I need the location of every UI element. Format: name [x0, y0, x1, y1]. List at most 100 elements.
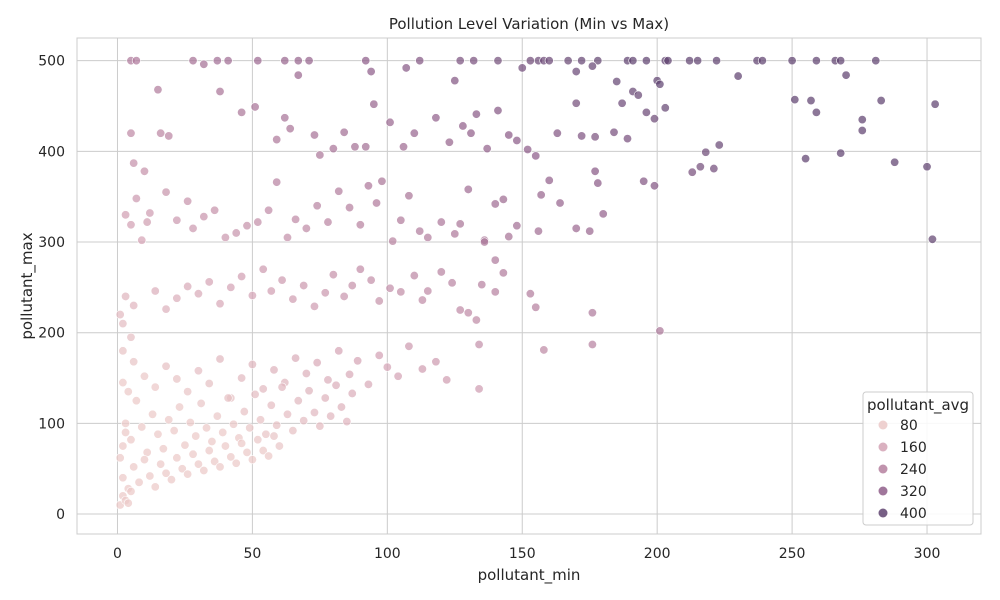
scatter-point — [696, 163, 704, 171]
scatter-point — [281, 56, 289, 64]
scatter-point — [127, 487, 135, 495]
scatter-point — [156, 460, 164, 468]
scatter-point — [148, 410, 156, 418]
scatter-point — [572, 67, 580, 75]
scatter-point — [194, 290, 202, 298]
scatter-point — [132, 56, 140, 64]
scatter-point — [532, 152, 540, 160]
scatter-point — [410, 129, 418, 137]
chart-title: Pollution Level Variation (Min vs Max) — [389, 15, 669, 33]
scatter-point — [129, 301, 137, 309]
scatter-point — [183, 470, 191, 478]
scatter-point — [205, 379, 213, 387]
scatter-point — [710, 164, 718, 172]
scatter-point — [329, 144, 337, 152]
scatter-point — [135, 478, 143, 486]
scatter-point — [491, 256, 499, 264]
scatter-point — [205, 446, 213, 454]
scatter-point — [623, 134, 631, 142]
scatter-point — [138, 236, 146, 244]
scatter-point — [807, 96, 815, 104]
scatter-point — [432, 114, 440, 122]
scatter-point — [836, 149, 844, 157]
scatter-point — [286, 124, 294, 132]
scatter-point — [165, 132, 173, 140]
scatter-point — [518, 64, 526, 72]
x-tick-label: 200 — [644, 546, 671, 562]
scatter-point — [127, 129, 135, 137]
scatter-point — [405, 342, 413, 350]
scatter-point — [564, 56, 572, 64]
scatter-point — [356, 265, 364, 273]
legend-label: 240 — [900, 462, 927, 478]
scatter-point — [324, 218, 332, 226]
scatter-point — [259, 385, 267, 393]
scatter-point — [356, 221, 364, 229]
scatter-point — [467, 129, 475, 137]
scatter-point — [221, 442, 229, 450]
scatter-point — [200, 60, 208, 68]
scatter-point — [294, 397, 302, 405]
scatter-point — [836, 56, 844, 64]
scatter-point — [491, 288, 499, 296]
scatter-point — [313, 202, 321, 210]
scatter-point — [526, 290, 534, 298]
scatter-point — [335, 187, 343, 195]
scatter-point — [656, 80, 664, 88]
scatter-point — [202, 424, 210, 432]
scatter-point — [335, 347, 343, 355]
legend-marker — [879, 421, 888, 430]
scatter-point — [375, 351, 383, 359]
scatter-point — [472, 110, 480, 118]
scatter-point — [310, 131, 318, 139]
scatter-point — [448, 279, 456, 287]
scatter-point — [788, 56, 796, 64]
scatter-point — [656, 327, 664, 335]
scatter-point — [173, 216, 181, 224]
scatter-point — [246, 424, 254, 432]
scatter-point — [254, 435, 262, 443]
scatter-point — [494, 106, 502, 114]
scatter-point — [248, 291, 256, 299]
scatter-point — [505, 131, 513, 139]
scatter-point — [186, 418, 194, 426]
scatter-point — [661, 104, 669, 112]
scatter-point — [478, 280, 486, 288]
scatter-point — [248, 360, 256, 368]
scatter-point — [758, 56, 766, 64]
scatter-point — [588, 340, 596, 348]
scatter-point — [316, 151, 324, 159]
scatter-point — [332, 381, 340, 389]
scatter-point — [221, 233, 229, 241]
scatter-point — [138, 423, 146, 431]
scatter-point — [278, 276, 286, 284]
scatter-point — [205, 278, 213, 286]
scatter-point — [321, 394, 329, 402]
legend-marker — [879, 509, 888, 518]
scatter-point — [326, 412, 334, 420]
scatter-point — [262, 430, 270, 438]
scatter-point — [348, 281, 356, 289]
scatter-point — [146, 472, 154, 480]
scatter-point — [469, 56, 477, 64]
scatter-point — [872, 56, 880, 64]
scatter-point — [162, 362, 170, 370]
scatter-point — [513, 222, 521, 230]
scatter-point — [316, 422, 324, 430]
scatter-point — [383, 363, 391, 371]
scatter-point — [513, 136, 521, 144]
scatter-point — [289, 426, 297, 434]
y-tick-label: 0 — [56, 507, 65, 523]
scatter-point — [254, 218, 262, 226]
scatter-point — [151, 383, 159, 391]
scatter-point — [213, 412, 221, 420]
scatter-point — [348, 389, 356, 397]
scatter-point — [132, 194, 140, 202]
scatter-point — [523, 145, 531, 153]
y-tick-label: 500 — [38, 54, 65, 70]
scatter-point — [445, 138, 453, 146]
scatter-point — [173, 375, 181, 383]
scatter-point — [442, 376, 450, 384]
x-tick-label: 100 — [374, 546, 401, 562]
scatter-point — [337, 403, 345, 411]
